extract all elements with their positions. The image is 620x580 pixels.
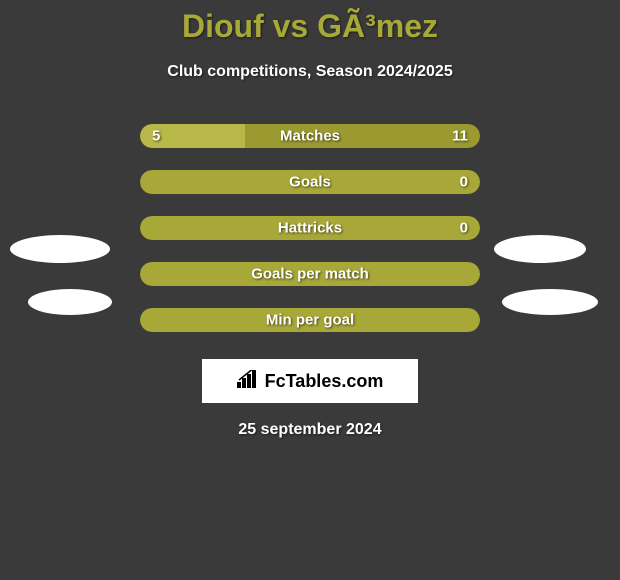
bar-goals-per-match: Goals per match <box>140 262 480 286</box>
stat-label: Goals per match <box>251 266 369 283</box>
comparison-chart: 5 Matches 11 Goals 0 Hattricks 0 Goals p… <box>0 113 620 343</box>
date-text: 25 september 2024 <box>0 421 620 439</box>
bar-hattricks: Hattricks 0 <box>140 216 480 240</box>
stat-label: Hattricks <box>278 220 342 237</box>
stat-row-hattricks: Hattricks 0 <box>0 205 620 251</box>
stat-value-left: 5 <box>152 128 160 145</box>
bar-goals: Goals 0 <box>140 170 480 194</box>
stat-label: Min per goal <box>266 312 354 329</box>
subtitle: Club competitions, Season 2024/2025 <box>0 63 620 81</box>
stat-row-goals-per-match: Goals per match <box>0 251 620 297</box>
bar-matches: 5 Matches 11 <box>140 124 480 148</box>
stat-row-matches: 5 Matches 11 <box>0 113 620 159</box>
stat-label: Matches <box>280 128 340 145</box>
stat-label: Goals <box>289 174 331 191</box>
stat-value-right: 0 <box>460 174 468 191</box>
logo-text: FcTables.com <box>265 371 384 392</box>
stat-row-min-per-goal: Min per goal <box>0 297 620 343</box>
bar-min-per-goal: Min per goal <box>140 308 480 332</box>
stat-value-right: 11 <box>452 128 468 145</box>
logo-box: FcTables.com <box>202 359 418 403</box>
stat-value-right: 0 <box>460 220 468 237</box>
chart-icon <box>237 370 259 393</box>
page-title: Diouf vs GÃ³mez <box>0 0 620 45</box>
stat-row-goals: Goals 0 <box>0 159 620 205</box>
